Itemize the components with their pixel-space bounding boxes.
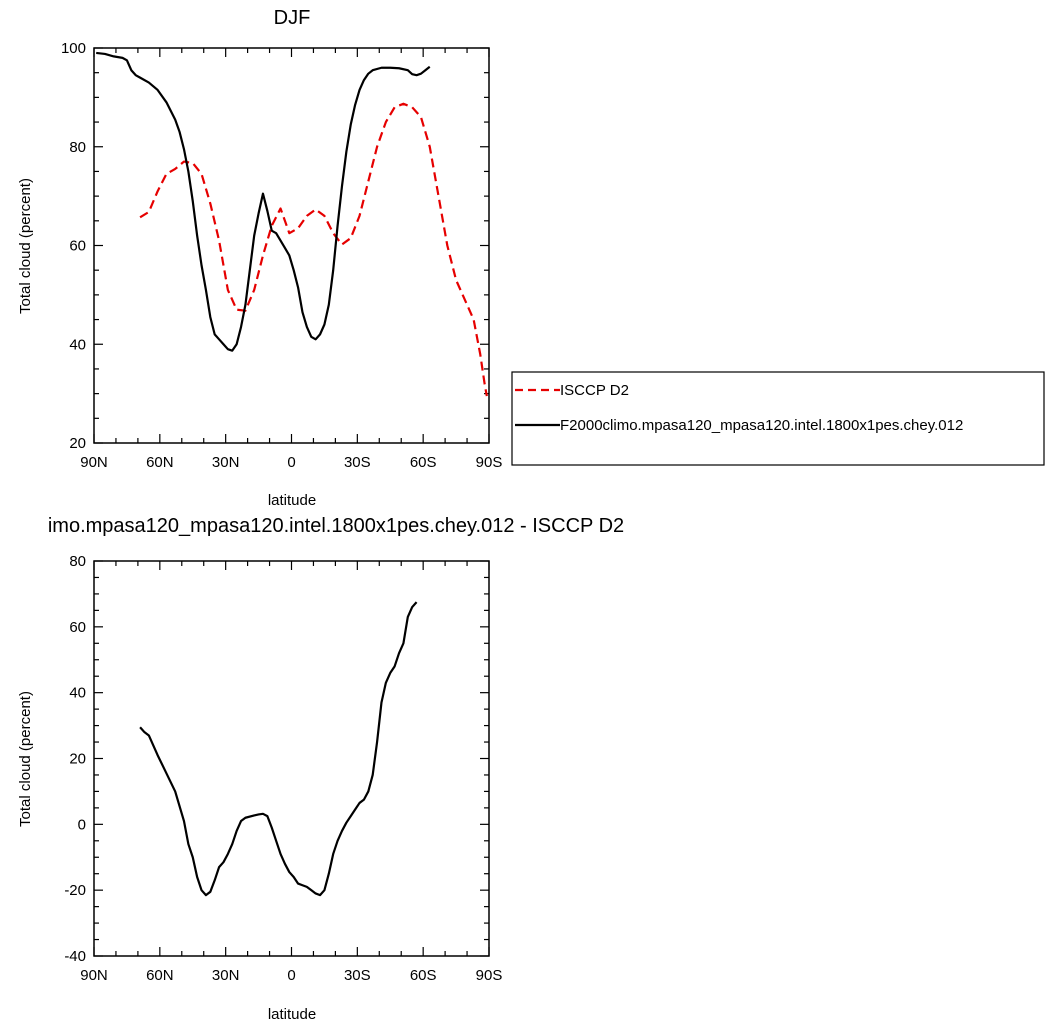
legend-box <box>511 371 1045 466</box>
top-y-tick-label: 60 <box>69 238 86 255</box>
bottom-y-tick-label: 20 <box>69 751 86 768</box>
bottom-y-tick-label: 80 <box>69 553 86 570</box>
bottom-panel: imo.mpasa120_mpasa120.intel.1800x1pes.ch… <box>17 515 624 1023</box>
top-chart-title: DJF <box>274 7 311 29</box>
bottom-plot-area: 90N 60N 30N 0 30S 60S 90S -40 -20 0 20 40 60 80 <box>64 553 502 984</box>
bottom-x-tick-label: 30S <box>344 967 371 984</box>
top-y-tick-label: 40 <box>69 336 86 353</box>
top-plot-frame <box>93 47 490 444</box>
top-panel: DJF latitude Total cloud (percent) 90N 60… <box>17 7 1045 509</box>
top-x-tick-label: 30S <box>344 454 371 471</box>
top-y-tick-label: 100 <box>61 40 86 57</box>
top-y-tick-label: 20 <box>69 435 86 452</box>
legend: ISCCP D2 F2000climo.mpasa120_mpasa120.in… <box>511 371 1045 466</box>
bottom-x-tick-label: 60N <box>146 967 174 984</box>
top-x-tick-label: 60S <box>410 454 437 471</box>
top-series-line-0 <box>139 102 488 397</box>
top-x-tick-label: 90S <box>476 454 503 471</box>
bottom-series-line-0 <box>139 601 418 897</box>
legend-entry-isccp: ISCCP D2 <box>560 382 629 399</box>
bottom-y-tick-label: -40 <box>64 948 86 965</box>
top-x-tick-label: 60N <box>146 454 174 471</box>
top-x-tick-label: 0 <box>287 454 295 471</box>
bottom-y-axis-label: Total cloud (percent) <box>17 691 34 827</box>
bottom-x-tick-label: 30N <box>212 967 240 984</box>
bottom-y-tick-label: -20 <box>64 882 86 899</box>
top-x-tick-label: 90N <box>80 454 108 471</box>
bottom-y-tick-label: 60 <box>69 619 86 636</box>
top-y-axis-label: Total cloud (percent) <box>17 178 34 314</box>
bottom-plot-frame <box>93 560 490 957</box>
top-plot-area: 90N 60N 30N 0 30S 60S 90S 20 40 60 80 100 <box>61 40 502 471</box>
bottom-x-tick-label: 90N <box>80 967 108 984</box>
legend-entry-model: F2000climo.mpasa120_mpasa120.intel.1800x… <box>560 417 963 434</box>
bottom-x-tick-label: 0 <box>287 967 295 984</box>
bottom-x-tick-label: 90S <box>476 967 503 984</box>
top-series-line-1 <box>96 51 431 352</box>
bottom-chart-title: imo.mpasa120_mpasa120.intel.1800x1pes.ch… <box>48 515 624 537</box>
top-x-tick-label: 30N <box>212 454 240 471</box>
bottom-x-tick-label: 60S <box>410 967 437 984</box>
bottom-y-tick-label: 0 <box>78 816 86 833</box>
top-x-axis-label: latitude <box>268 492 316 509</box>
bottom-y-tick-label: 40 <box>69 685 86 702</box>
top-y-tick-label: 80 <box>69 139 86 156</box>
bottom-x-axis-label: latitude <box>268 1006 316 1023</box>
